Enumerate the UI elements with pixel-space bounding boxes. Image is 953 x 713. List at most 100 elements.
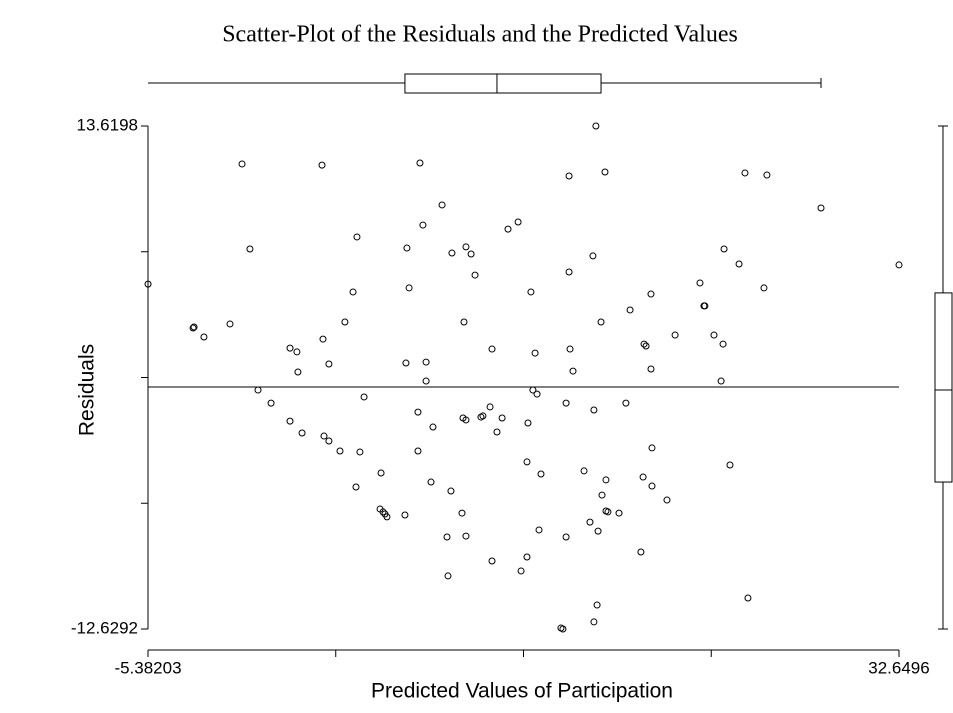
point [488, 345, 496, 353]
point [593, 601, 601, 609]
y-box [934, 292, 953, 483]
point [626, 306, 634, 314]
point [648, 444, 656, 452]
point [642, 342, 650, 350]
point [319, 335, 327, 343]
point [504, 225, 512, 233]
point [238, 160, 246, 168]
point [293, 348, 301, 356]
point [383, 513, 391, 521]
point [565, 268, 573, 276]
point [622, 399, 630, 407]
point [419, 221, 427, 229]
point [190, 323, 198, 331]
point [533, 390, 541, 398]
y-axis-label: Residuals [76, 344, 99, 436]
point [447, 487, 455, 495]
point [604, 508, 612, 516]
point [710, 331, 718, 339]
point [493, 428, 501, 436]
point [416, 159, 424, 167]
point [414, 447, 422, 455]
point [590, 406, 598, 414]
point [414, 408, 422, 416]
point [379, 508, 387, 516]
point [566, 345, 574, 353]
point [744, 594, 752, 602]
point [144, 280, 152, 288]
point [349, 288, 357, 296]
point [523, 553, 531, 561]
point [462, 532, 470, 540]
point [590, 618, 598, 626]
point [569, 367, 577, 375]
point [597, 318, 605, 326]
point [325, 360, 333, 368]
point [586, 518, 594, 526]
point [443, 533, 451, 541]
x-tick-label: -5.38203 [114, 658, 181, 677]
point [438, 201, 446, 209]
point [640, 340, 648, 348]
point [189, 324, 197, 332]
point [637, 548, 645, 556]
point [527, 288, 535, 296]
point [341, 318, 349, 326]
point [517, 567, 525, 575]
point [615, 509, 623, 517]
point [486, 403, 494, 411]
point [647, 365, 655, 373]
point [648, 482, 656, 490]
point [336, 447, 344, 455]
x-box [404, 73, 602, 94]
point [639, 473, 647, 481]
point [562, 399, 570, 407]
point [717, 377, 725, 385]
y-tick-label: -12.6292 [71, 618, 138, 637]
point [720, 245, 728, 253]
point [422, 358, 430, 366]
point [488, 557, 496, 565]
point [460, 318, 468, 326]
point [479, 412, 487, 420]
point [429, 423, 437, 431]
point [318, 161, 326, 169]
point [602, 476, 610, 484]
point [360, 393, 368, 401]
point [531, 349, 539, 357]
point [594, 527, 602, 535]
x-tick-label: 32.6496 [868, 658, 929, 677]
point [286, 417, 294, 425]
point [294, 368, 302, 376]
point [448, 249, 456, 257]
point [647, 290, 655, 298]
point [320, 432, 328, 440]
point [458, 509, 466, 517]
point [377, 469, 385, 477]
point [462, 243, 470, 251]
point [601, 168, 609, 176]
point [246, 245, 254, 253]
point [741, 169, 749, 177]
point [471, 271, 479, 279]
point [524, 419, 532, 427]
point [537, 470, 545, 478]
point [325, 437, 333, 445]
point [817, 204, 825, 212]
point [592, 122, 600, 130]
point [763, 171, 771, 179]
point [580, 467, 588, 475]
point [671, 331, 679, 339]
point [562, 533, 570, 541]
point [405, 284, 413, 292]
point [467, 250, 475, 258]
point [298, 429, 306, 437]
point [589, 252, 597, 260]
point [719, 340, 727, 348]
point [444, 572, 452, 580]
point [726, 461, 734, 469]
point [402, 359, 410, 367]
point [286, 344, 294, 352]
y-tick-label: 13.6198 [77, 115, 138, 134]
